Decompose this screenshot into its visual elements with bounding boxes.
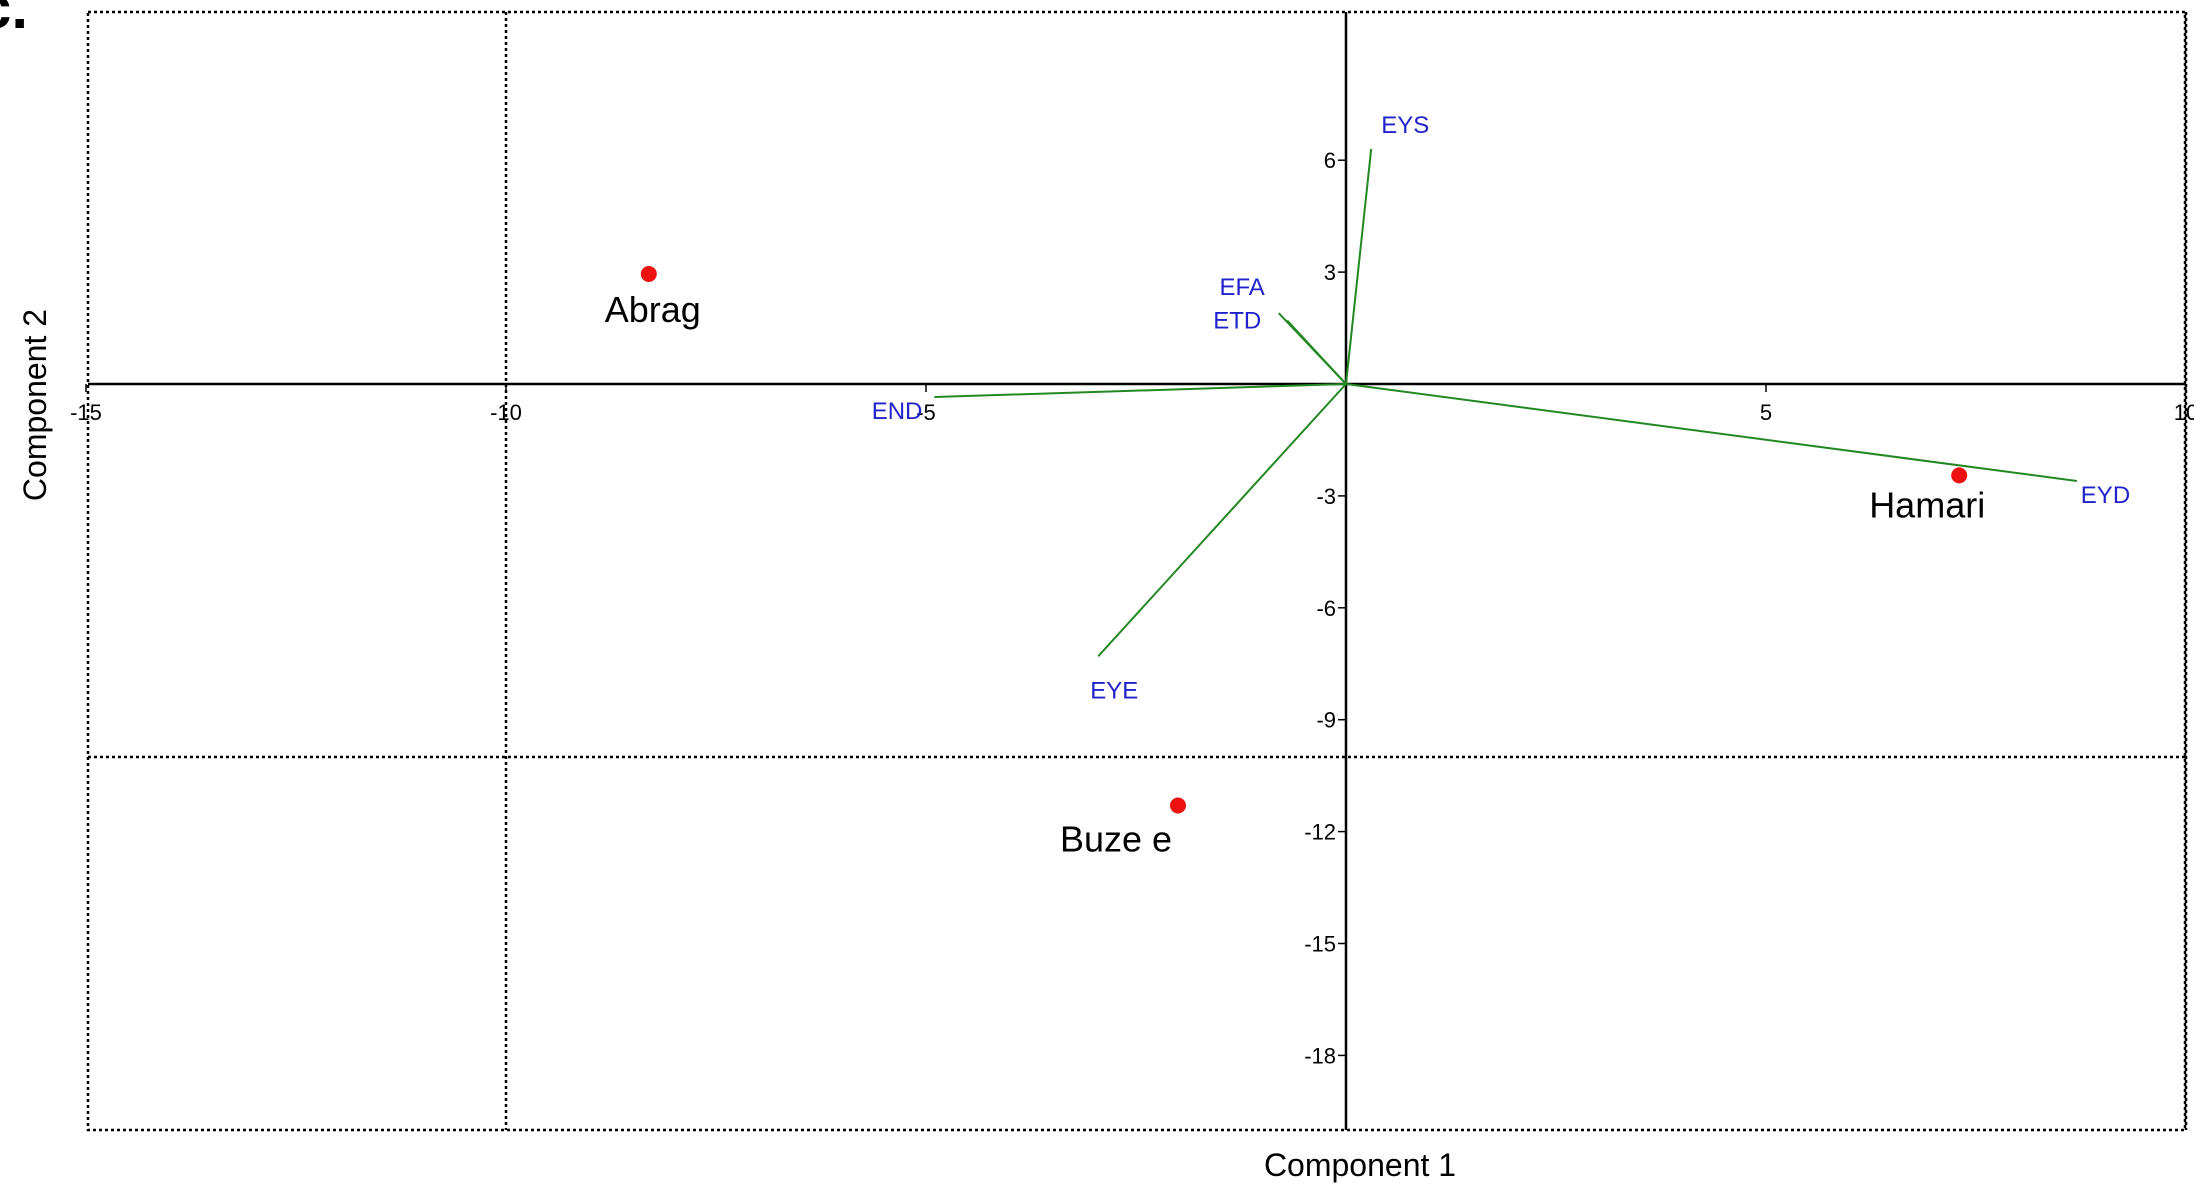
- vector-line-eys: [1345, 148, 1373, 385]
- score-point: [640, 265, 657, 282]
- x-tick-label: 5: [1760, 400, 1772, 425]
- panel-label: c.: [0, 0, 28, 41]
- plot-frame: [86, 10, 2187, 1132]
- x-tick-label: -15: [70, 400, 102, 425]
- vector-label-efa: EFA: [1219, 274, 1264, 301]
- vector-line-end: [934, 383, 1347, 399]
- score-point-label: Hamari: [1869, 484, 1985, 525]
- grid-lines: [88, 12, 2188, 1130]
- y-tick-label: -9: [1316, 708, 1336, 733]
- x-tick-label: 10: [2174, 400, 2194, 425]
- vector-label-end: END: [872, 398, 923, 425]
- score-point: [1170, 797, 1186, 814]
- score-point-label: Buze e: [1060, 818, 1172, 859]
- y-tick-label: -3: [1316, 484, 1336, 509]
- x-axis-title: Component 1: [1264, 1147, 1456, 1183]
- y-tick-label: -12: [1304, 820, 1336, 845]
- loading-vectors: EYS EFA ETD END EYD EYE: [872, 112, 2130, 704]
- y-tick-label: 6: [1324, 148, 1336, 173]
- y-axis-title: Component 2: [17, 309, 53, 501]
- y-tick-label: -6: [1316, 596, 1336, 621]
- y-tick-label: -18: [1304, 1043, 1336, 1068]
- x-tick-label: -10: [490, 400, 522, 425]
- score-points: WatishAbragKabashiAshgarHamariBuze e: [605, 265, 1985, 859]
- vector-line-eye: [1097, 383, 1347, 657]
- axis-ticks: -30-25-20-15-10-55101563-3-6-9-12-15-18: [70, 148, 2194, 1068]
- vector-label-eys: EYS: [1381, 112, 1429, 139]
- vector-label-eyd: EYD: [2081, 482, 2130, 509]
- y-tick-label: -15: [1304, 932, 1336, 957]
- vector-label-etd: ETD: [1213, 308, 1261, 335]
- score-point: [1951, 467, 1968, 484]
- x-tick-label: -5: [916, 400, 936, 425]
- y-tick-label: 3: [1324, 260, 1336, 285]
- vector-label-eye: EYE: [1090, 677, 1138, 704]
- vector-line-eyd: [1345, 383, 2077, 482]
- vector-line-etd: [1286, 319, 1347, 385]
- score-point-label: Abrag: [605, 289, 701, 330]
